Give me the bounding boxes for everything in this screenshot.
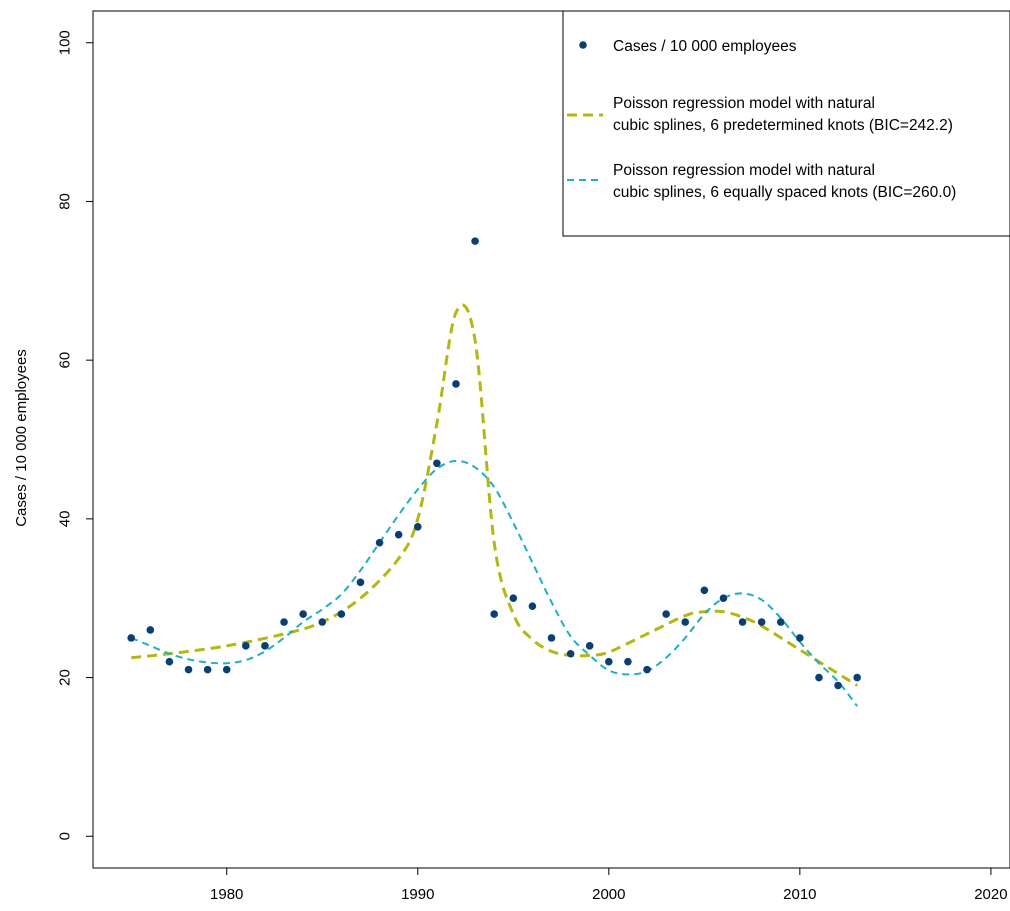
y-tick-label: 100 [56,30,73,55]
y-axis: 0 20 40 60 80 100 [56,30,93,840]
data-point [757,618,766,626]
x-tick-label: 1990 [401,886,434,903]
plot-frame [92,10,1010,869]
x-tick-label: 2000 [592,886,625,903]
data-point [528,602,537,610]
data-point [700,586,709,595]
data-point [452,380,460,388]
data-point [299,610,307,618]
data-point [662,610,670,618]
y-tick-label: 60 [56,352,73,369]
data-point [433,459,441,468]
series-line-predetermined-knots [131,303,858,687]
y-tick-label: 20 [56,669,73,686]
data-point [776,618,785,626]
data-point [356,578,365,587]
data-point [796,634,804,642]
data-point [566,649,575,658]
x-tick-label: 2020 [974,886,1007,903]
y-tick-label: 40 [56,511,73,528]
y-axis-title: Cases / 10 000 employees [13,349,30,527]
data-point [643,665,651,674]
data-point [318,618,327,626]
data-point [853,673,861,682]
x-axis: 1980 1990 2000 2010 2020 [210,868,1008,903]
y-tick-label: 0 [56,832,73,840]
data-point [815,673,823,682]
series-layer [127,237,861,707]
legend-label-predetermined-line2: cubic splines, 6 predetermined knots (BI… [613,117,953,134]
data-point [127,634,136,642]
legend-marker-cases [579,41,587,49]
x-tick-label: 1980 [210,886,243,903]
data-point [222,665,231,674]
data-point [738,618,747,626]
data-point [394,530,403,539]
data-point [413,522,422,531]
legend-box [562,10,1010,237]
data-point [624,657,632,666]
data-point [509,594,518,603]
data-point [203,665,212,674]
legend-label-equally-spaced-line1: Poisson regression model with natural [613,162,875,179]
legend-label-cases: Cases / 10 000 employees [613,38,797,55]
data-point [834,681,842,690]
data-point [337,610,346,618]
data-point [242,642,250,650]
data-point [681,618,690,626]
data-point [719,594,728,603]
data-point [490,610,498,618]
legend-label-equally-spaced-line2: cubic splines, 6 equally spaced knots (B… [613,184,956,201]
data-point [605,657,613,666]
x-tick-label: 2010 [783,886,816,903]
data-point [261,642,269,650]
data-point [165,657,174,666]
data-point [184,665,193,674]
legend-label-predetermined-line1: Poisson regression model with natural [613,95,875,112]
legend: Cases / 10 000 employees Poisson regress… [562,10,1010,237]
data-point [280,618,288,626]
data-point [375,538,384,547]
data-point [471,237,479,245]
data-point [585,642,594,650]
series-line-equally-spaced-knots [130,459,858,707]
data-point [146,626,155,634]
data-point [547,634,556,642]
y-tick-label: 80 [56,193,73,210]
